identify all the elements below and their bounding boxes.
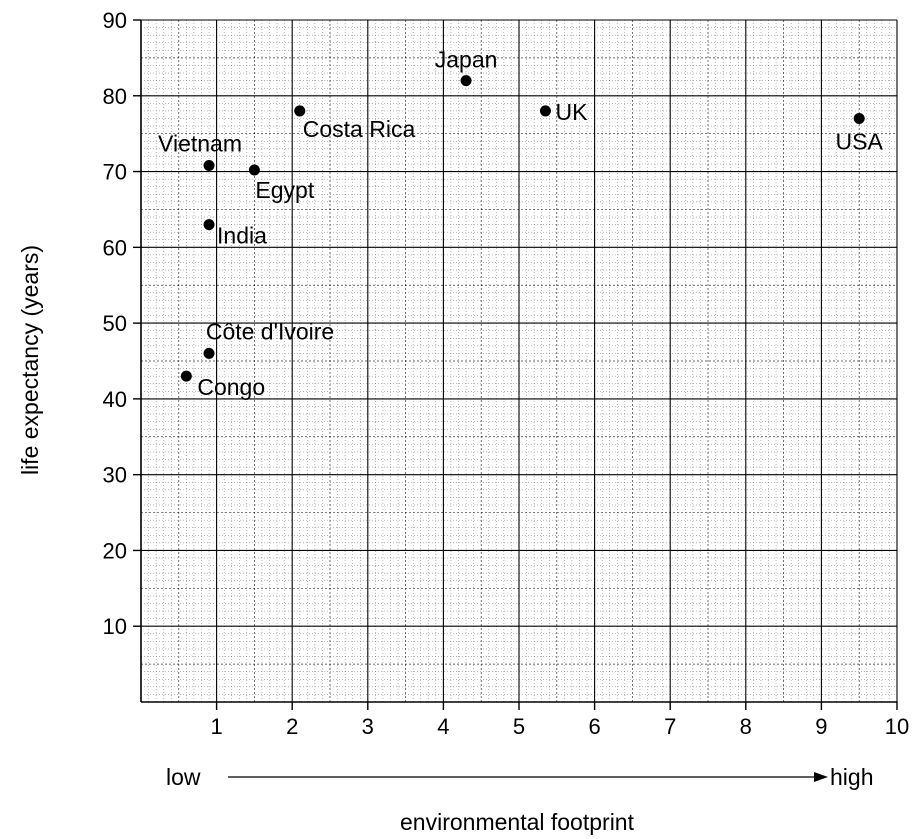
ticks: 10 20 30 40 50 60 70 80 90 1 2 3 4 5 6 7 8 9 10	[103, 8, 910, 739]
x-tick-label: 3	[362, 714, 374, 739]
grid	[141, 19, 898, 702]
y-tick-label: 10	[103, 614, 127, 639]
data-point	[248, 164, 260, 176]
data-point	[294, 105, 306, 117]
x-tick-label: 9	[815, 714, 827, 739]
data-point	[460, 75, 472, 87]
y-tick-label: 60	[103, 235, 127, 260]
x-tick-label: 6	[588, 714, 600, 739]
point-label: UK	[555, 99, 588, 125]
x-tick-label: 10	[885, 714, 909, 739]
data-point	[180, 370, 192, 382]
point-label: Japan	[435, 47, 498, 73]
y-tick-label: 70	[103, 160, 127, 185]
x-tick-label: 7	[664, 714, 676, 739]
point-label: Côte d'Ivoire	[206, 318, 334, 344]
x-arrow-end-label: high	[830, 764, 873, 790]
point-label: Congo	[197, 374, 265, 400]
y-axis-title: life expectancy (years)	[17, 245, 43, 475]
point-label: Vietnam	[158, 130, 242, 156]
x-tick-label: 5	[513, 714, 525, 739]
y-tick-label: 40	[103, 387, 127, 412]
data-points	[180, 75, 865, 382]
x-tick-label: 8	[740, 714, 752, 739]
point-label: USA	[836, 129, 884, 155]
data-point	[853, 113, 865, 125]
y-tick-label: 50	[103, 311, 127, 336]
x-tick-label: 2	[286, 714, 298, 739]
data-point	[203, 347, 215, 359]
point-label: Egypt	[255, 177, 314, 203]
data-point	[539, 105, 551, 117]
y-tick-label: 90	[103, 8, 127, 33]
point-label: Costa Rica	[303, 116, 416, 142]
data-point	[203, 159, 215, 171]
x-arrow-head	[814, 772, 828, 782]
y-tick-label: 20	[103, 538, 127, 563]
y-tick-label: 80	[103, 84, 127, 109]
x-axis-title: environmental footprint	[400, 809, 635, 835]
x-arrow-start-label: low	[166, 764, 201, 790]
x-tick-label: 4	[437, 714, 449, 739]
x-tick-label: 1	[210, 714, 222, 739]
point-labels: Japan UK USA Costa Rica Vietnam Egypt India Côt…	[158, 47, 883, 401]
y-tick-label: 30	[103, 463, 127, 488]
data-point	[203, 219, 215, 231]
point-label: India	[217, 223, 267, 249]
